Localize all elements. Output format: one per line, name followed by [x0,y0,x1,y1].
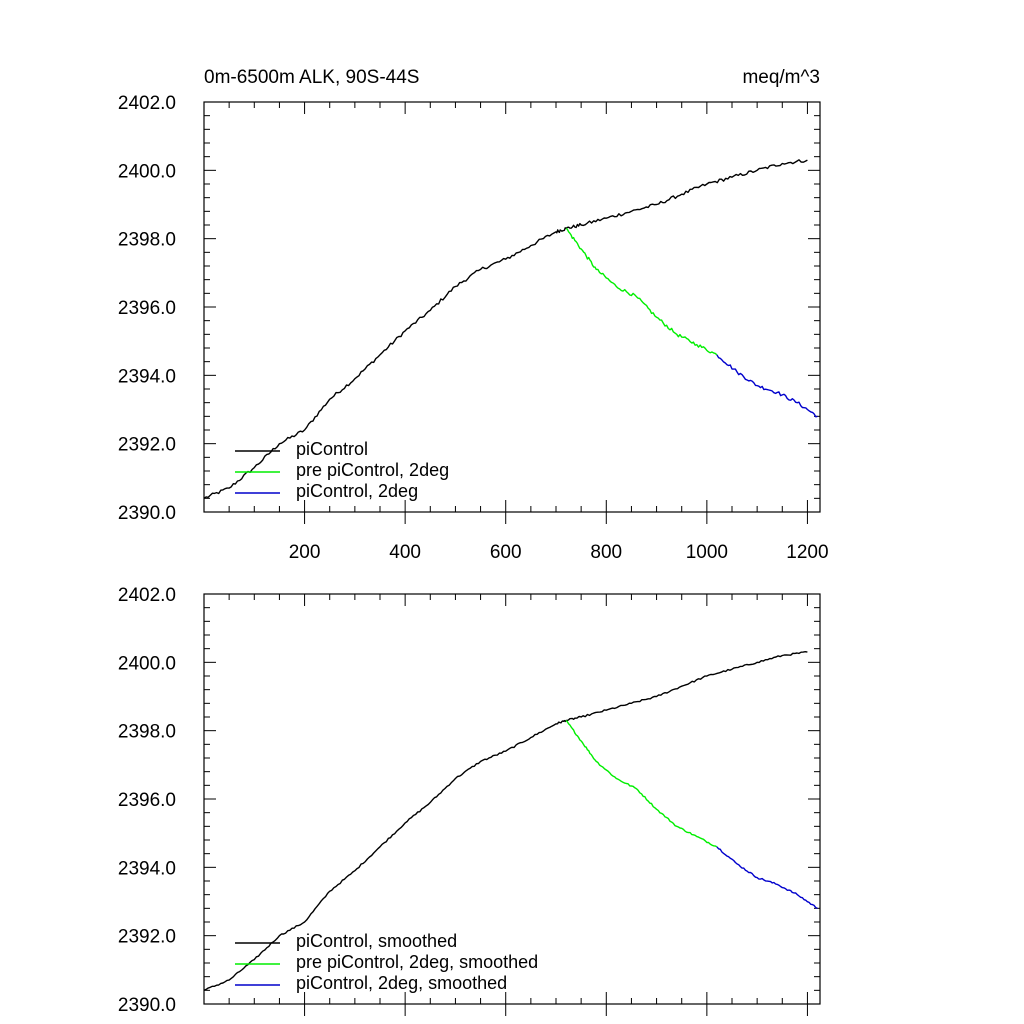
top-panel: 0m-6500m ALK, 90S-44S meq/m^3 2390.0 2392… [118,67,829,563]
legend-label-3: piControl, 2deg [296,481,418,501]
top-panel-units: meq/m^3 [742,67,820,88]
y-tick-label: 2400.0 [118,653,176,674]
top-panel-plot-frame [203,101,821,513]
x-tick-label: 200 [289,542,321,563]
bottom-panel-ticks [204,593,820,1016]
y-tick-label: 2390.0 [118,503,176,524]
x-tick-label: 800 [590,542,622,563]
series-line-2 [565,719,718,848]
y-tick-label: 2394.0 [118,858,176,879]
y-tick-label: 2398.0 [118,722,176,743]
x-tick-label: 400 [389,542,421,563]
legend-label-3: piControl, 2deg, smoothed [296,973,507,993]
y-tick-label: 2394.0 [118,366,176,387]
series-line-3 [716,354,818,418]
top-panel-title: 0m-6500m ALK, 90S-44S [204,67,419,88]
legend-label-2: pre piControl, 2deg [296,460,449,480]
top-panel-y-tick-labels: 2390.0 2392.0 2394.0 2396.0 2398.0 2400.0 2402… [118,93,176,524]
bottom-panel: 2390.0 2392.0 2394.0 2396.0 2398.0 2400.0 2402… [118,585,821,1016]
y-tick-label: 2396.0 [118,790,176,811]
y-tick-label: 2392.0 [118,435,176,456]
bottom-panel-series [203,651,818,991]
bottom-panel-y-tick-labels: 2390.0 2392.0 2394.0 2396.0 2398.0 2400.0 2402… [118,585,176,1016]
top-panel-x-tick-labels: 200 400 600 800 1000 1200 [289,542,829,563]
bottom-panel-plot-frame [203,593,821,1005]
y-tick-label: 2392.0 [118,927,176,948]
series-line-1 [203,651,808,991]
x-tick-label: 1000 [686,542,728,563]
y-tick-label: 2402.0 [118,585,176,606]
series-line-3 [716,846,818,909]
legend-label-1: piControl, smoothed [296,931,457,951]
top-panel-series [203,159,818,499]
legend-label-1: piControl [296,439,368,459]
y-tick-label: 2390.0 [118,995,176,1016]
y-tick-label: 2400.0 [118,161,176,182]
y-tick-label: 2396.0 [118,298,176,319]
y-tick-label: 2398.0 [118,230,176,251]
series-line-2 [565,227,718,356]
x-tick-label: 1200 [786,542,828,563]
x-tick-label: 600 [490,542,522,563]
y-tick-label: 2402.0 [118,93,176,114]
legend-label-2: pre piControl, 2deg, smoothed [296,952,538,972]
series-line-1 [203,159,808,499]
